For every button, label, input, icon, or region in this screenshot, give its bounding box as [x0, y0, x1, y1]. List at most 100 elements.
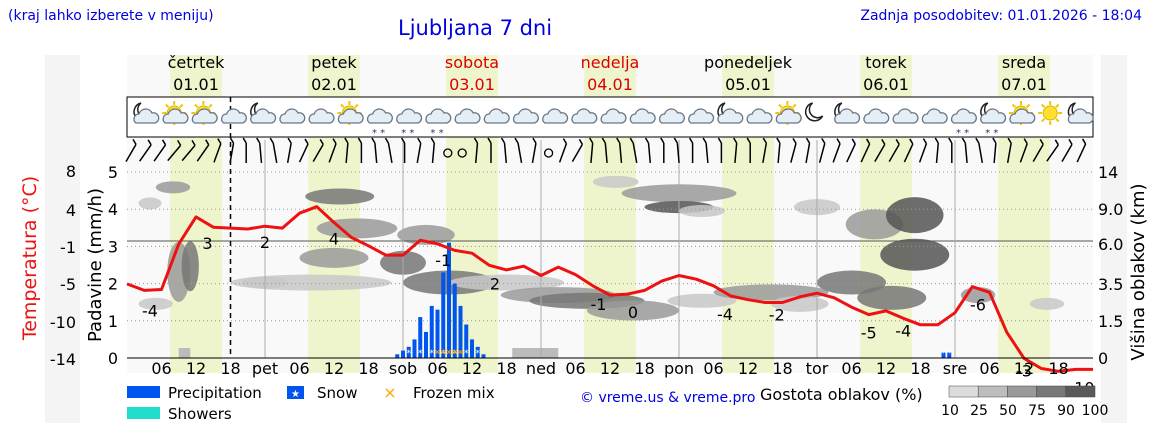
snow-mark: *	[430, 349, 435, 359]
wind-barb-icon	[571, 138, 584, 163]
snowflakes: * *	[985, 128, 998, 139]
location-menu-note[interactable]: (kraj lahko izberete v meniju)	[8, 8, 214, 24]
x-tick-label: 18	[220, 359, 240, 378]
day-date: 05.01	[725, 75, 771, 94]
wind-barb-icon	[125, 138, 137, 163]
wind-barb-icon	[1006, 137, 1012, 163]
day-date: 03.01	[449, 75, 495, 94]
temperature-label: 2	[260, 233, 270, 252]
wind-barb-icon	[473, 137, 479, 164]
x-tick-label: 12	[600, 359, 620, 378]
wind-barb-icon	[229, 137, 235, 163]
temperature-label: -5	[861, 324, 877, 343]
x-tick-label: 12	[186, 359, 206, 378]
wind-barb-icon	[139, 139, 152, 162]
cloud-density-area	[857, 285, 927, 310]
sun-icon	[1038, 101, 1063, 125]
x-tick-label: 18	[358, 359, 378, 378]
wind-barb-icon	[702, 137, 709, 164]
frozen-mix-mark: ×	[445, 347, 453, 358]
wind-barb-icon	[860, 138, 871, 163]
cloud-icon	[308, 108, 335, 124]
cloud-density-scale-label: 75	[1028, 403, 1046, 419]
sun-cloud-icon	[337, 101, 364, 125]
cloud-density-area	[880, 238, 950, 271]
wind-barb-icon	[357, 137, 363, 163]
cloud-height-tick-label: 14	[1098, 163, 1118, 182]
cloud-density-swatch	[1065, 385, 1096, 398]
wind-barb-icon	[746, 137, 751, 163]
snow-cloud-icon: * *	[951, 108, 977, 139]
cloud-density-area	[817, 270, 886, 295]
snow-mark: *	[464, 349, 469, 359]
x-tick-label: 12	[324, 359, 344, 378]
precipitation-bar	[424, 331, 428, 358]
cloud-density-area	[230, 274, 392, 291]
cloud-density-area	[138, 197, 162, 210]
temperature-label: -6	[970, 296, 986, 315]
cloud-height-axis-title: Višina oblakov (km)	[1128, 183, 1149, 360]
precip-tick-label: 2	[108, 275, 118, 294]
precipitation-bar	[947, 352, 952, 358]
cloud-density-area	[305, 188, 375, 205]
snow-cloud-icon: * *	[396, 108, 423, 139]
precip-axis-title: Padavine (mm/h)	[85, 188, 106, 342]
wind-barb-icon	[500, 137, 508, 164]
cloud-density-scale-label: 50	[999, 403, 1017, 419]
frozen-mix-mark: ×	[433, 347, 441, 358]
cloud-height-tick-label: 3.5	[1098, 275, 1123, 294]
cloud-density-area	[155, 181, 191, 194]
wind-barb-icon	[213, 138, 222, 163]
wind-barb-icon	[328, 138, 337, 163]
snowflakes: * *	[430, 128, 443, 139]
cloud-density-area	[178, 348, 191, 358]
wind-barb-icon	[918, 138, 928, 163]
x-tick-label: 12	[876, 359, 896, 378]
precip-tick-label: 0	[108, 349, 118, 368]
snow-mark: *	[947, 349, 952, 359]
temperature-tick-label: -10	[50, 313, 76, 332]
cloud-density-swatch	[948, 385, 979, 398]
precipitation-bar	[429, 305, 434, 358]
day-name: petek	[311, 53, 357, 72]
precip-tick-label: 5	[108, 163, 118, 182]
cloud-density-swatch	[977, 385, 1008, 398]
cloud-icon	[454, 108, 481, 124]
cloud-icon	[659, 108, 685, 124]
wind-barb-icon	[1076, 138, 1087, 163]
wind-barb-icon	[948, 137, 953, 163]
day-name: torek	[865, 53, 907, 72]
cloud-density-area	[592, 175, 639, 188]
precipitation-bar	[406, 346, 411, 358]
cloud-icon	[629, 108, 656, 124]
x-tick-label: 18	[910, 359, 930, 378]
cloud-icon	[921, 108, 948, 124]
precipitation-bar	[458, 305, 463, 358]
cloud-height-tick-label: 9.0	[1098, 200, 1123, 219]
right-axis-band	[1101, 55, 1127, 423]
temperature-label: 3	[202, 234, 212, 253]
cloud-icon	[483, 108, 510, 124]
cloud-density-area	[679, 205, 725, 218]
cloud-icon	[600, 108, 627, 124]
precipitation-bar	[447, 242, 451, 358]
temperature-label: -2	[769, 305, 785, 324]
snow-mark: *	[941, 349, 946, 359]
precip-tick-label: 1	[108, 312, 118, 331]
wind-barb-icon	[733, 137, 738, 164]
wind-barb-icon	[961, 137, 968, 164]
wind-barb-icon	[312, 138, 324, 163]
snowflakes: * *	[956, 128, 969, 139]
chart-title: Ljubljana 7 dni	[398, 16, 553, 40]
wind-barb-icon	[514, 137, 523, 163]
x-tick-label: 18	[772, 359, 792, 378]
legend-snow-label: Snow	[317, 384, 357, 402]
precipitation-bar	[464, 324, 469, 358]
temperature-label: -3	[1016, 361, 1032, 380]
precipitation-bar	[435, 309, 440, 358]
temperature-label: -4	[717, 305, 733, 324]
wind-barb-icon	[286, 137, 292, 163]
temperature-tick-label: -5	[60, 275, 76, 294]
x-tick-label: 06	[151, 359, 171, 378]
copyright: © vreme.us & vreme.pro	[580, 390, 755, 406]
